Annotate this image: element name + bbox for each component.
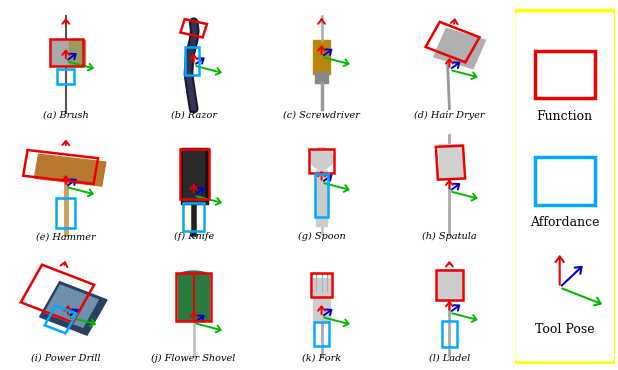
Text: (f) Knife: (f) Knife [174,232,214,241]
FancyBboxPatch shape [514,10,616,363]
Bar [183,203,204,231]
Bar [315,174,328,217]
Bar [21,265,94,322]
Bar [45,285,98,327]
Text: (b) Razor: (b) Razor [171,111,217,120]
Bar [57,69,74,84]
Text: (i) Power Drill: (i) Power Drill [31,354,101,363]
Bar [185,47,200,75]
Bar [35,154,106,186]
Text: Affordance: Affordance [530,216,599,229]
Ellipse shape [310,148,333,169]
Text: (d) Hair Dryer: (d) Hair Dryer [414,111,485,120]
Bar [181,148,208,204]
Text: (l) Ladel: (l) Ladel [429,354,470,363]
Bar [40,282,107,335]
Bar [309,149,334,173]
Bar [437,269,462,300]
Bar [23,150,98,184]
Bar [180,19,207,37]
Bar [442,321,457,347]
Text: (g) Spoon: (g) Spoon [298,232,345,241]
Bar [56,198,75,228]
Bar [315,73,328,83]
Bar [314,322,329,346]
Text: (a) Brush: (a) Brush [43,111,89,120]
Bar [434,28,486,69]
Bar [313,278,330,321]
Text: (j) Flower Shovel: (j) Flower Shovel [151,354,236,363]
Bar [50,40,69,65]
Text: (c) Screwdriver: (c) Screwdriver [283,111,360,120]
Bar [535,51,595,98]
Bar [311,273,332,297]
Text: (k) Fork: (k) Fork [302,354,341,363]
Bar [44,306,77,333]
Bar [180,149,210,199]
Ellipse shape [178,271,210,282]
Bar [316,169,327,226]
Bar [436,270,463,300]
Text: Tool Pose: Tool Pose [535,323,595,336]
Text: Function: Function [536,110,593,123]
Bar [178,274,210,321]
Bar [69,40,85,65]
Bar [436,146,465,179]
Bar [49,38,83,66]
Bar [176,273,211,321]
Bar [313,40,330,74]
Bar [426,22,480,62]
Bar [439,144,462,178]
Bar [183,150,204,202]
Text: (h) Spatula: (h) Spatula [422,232,476,241]
Text: (e) Hammer: (e) Hammer [36,232,96,241]
Bar [535,157,595,205]
